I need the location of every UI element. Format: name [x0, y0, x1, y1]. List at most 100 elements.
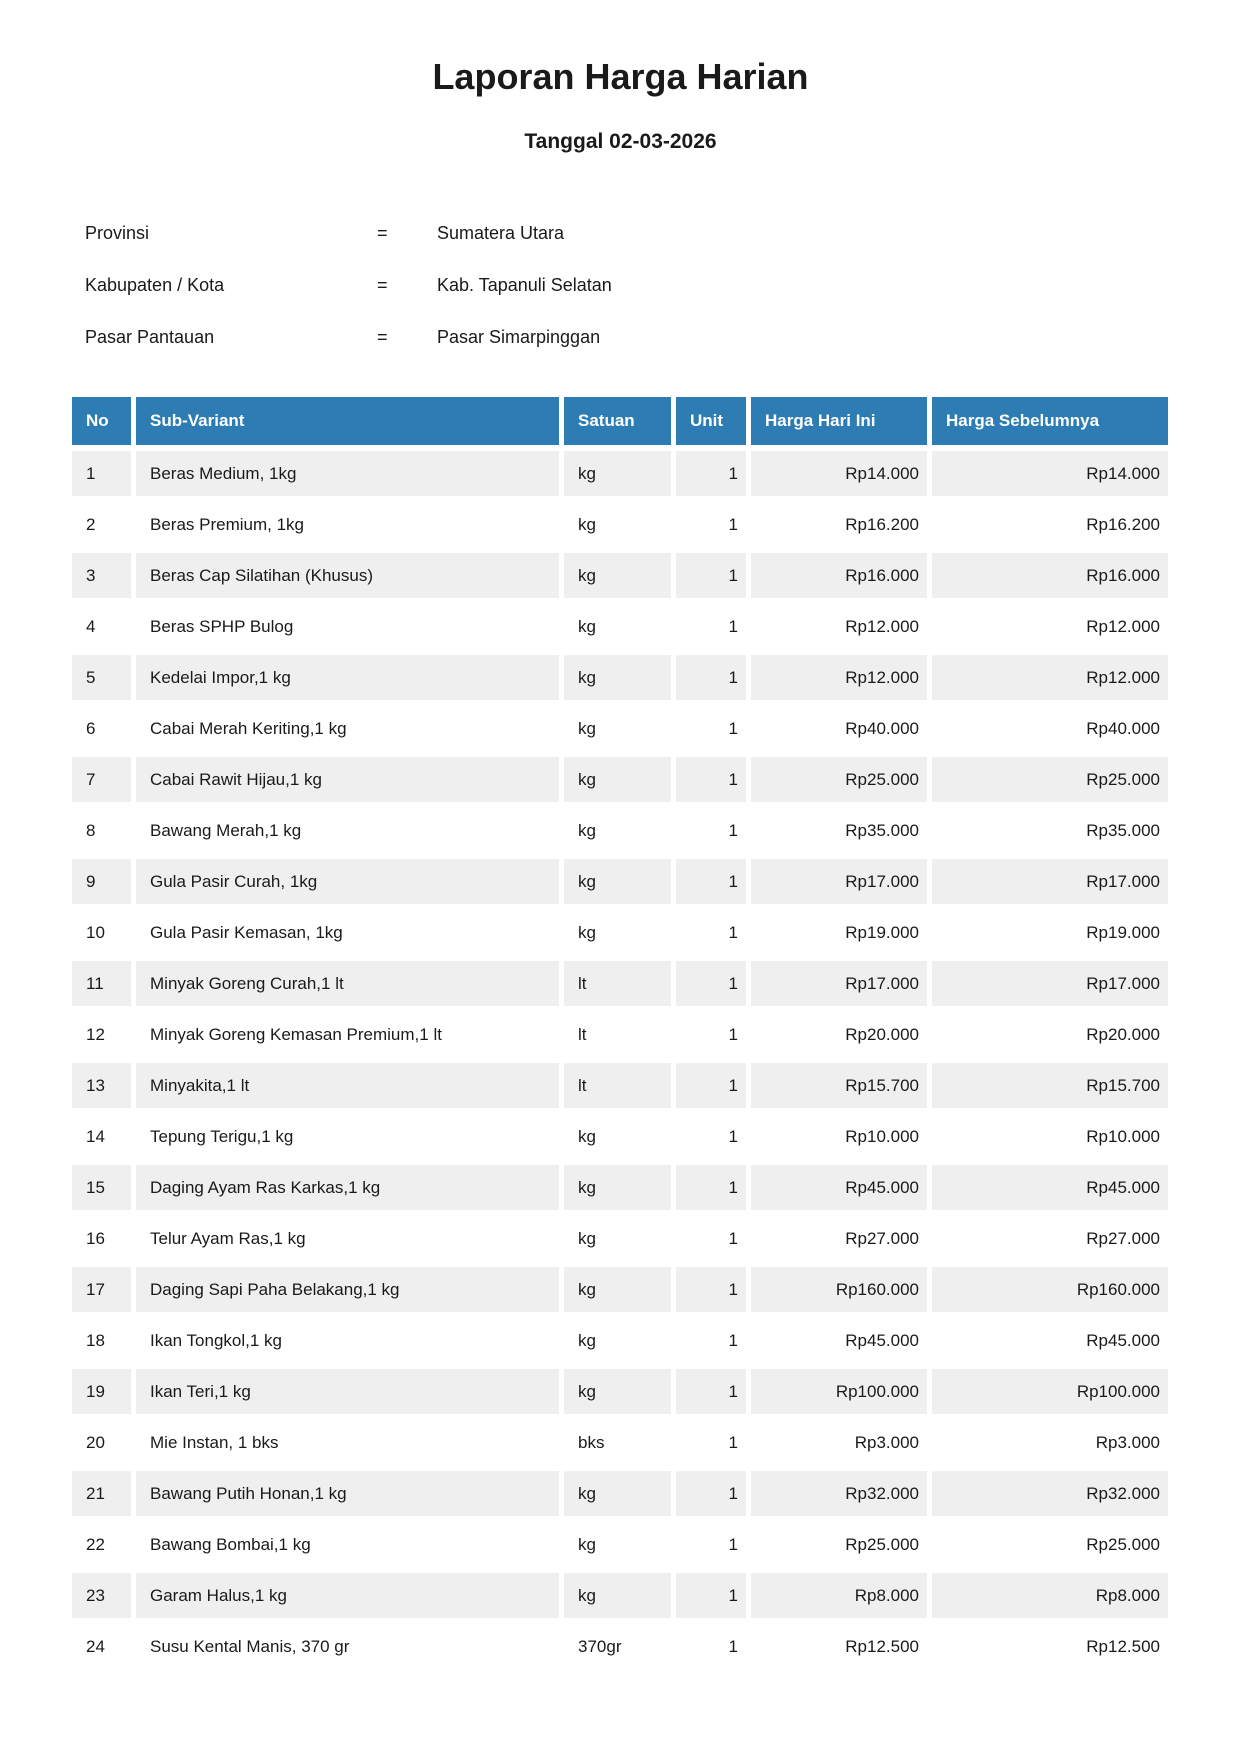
cell-harga-sebelumnya: Rp17.000	[932, 961, 1168, 1006]
table-row: 2 Beras Premium, 1kg kg 1 Rp16.200 Rp16.200	[72, 502, 1168, 547]
table-row: 6 Cabai Merah Keriting,1 kg kg 1 Rp40.000 Rp4…	[72, 706, 1168, 751]
table-row: 11 Minyak Goreng Curah,1 lt lt 1 Rp17.000 Rp1…	[72, 961, 1168, 1006]
cell-harga-hari-ini: Rp19.000	[751, 910, 927, 955]
table-row: 13 Minyakita,1 lt lt 1 Rp15.700 Rp15.700	[72, 1063, 1168, 1108]
cell-unit: 1	[676, 1369, 746, 1414]
cell-no: 16	[72, 1216, 131, 1261]
cell-unit: 1	[676, 553, 746, 598]
cell-harga-sebelumnya: Rp15.700	[932, 1063, 1168, 1108]
cell-subvariant: Telur Ayam Ras,1 kg	[136, 1216, 559, 1261]
table-row: 18 Ikan Tongkol,1 kg kg 1 Rp45.000 Rp45.000	[72, 1318, 1168, 1363]
cell-harga-hari-ini: Rp45.000	[751, 1165, 927, 1210]
cell-no: 24	[72, 1624, 131, 1669]
cell-harga-hari-ini: Rp3.000	[751, 1420, 927, 1465]
cell-no: 21	[72, 1471, 131, 1516]
table-row: 12 Minyak Goreng Kemasan Premium,1 lt lt 1 R…	[72, 1012, 1168, 1057]
cell-satuan: kg	[564, 1471, 671, 1516]
table-row: 9 Gula Pasir Curah, 1kg kg 1 Rp17.000 Rp17.00…	[72, 859, 1168, 904]
cell-unit: 1	[676, 451, 746, 496]
cell-harga-sebelumnya: Rp160.000	[932, 1267, 1168, 1312]
cell-harga-sebelumnya: Rp45.000	[932, 1318, 1168, 1363]
cell-harga-hari-ini: Rp45.000	[751, 1318, 927, 1363]
cell-subvariant: Minyakita,1 lt	[136, 1063, 559, 1108]
price-table-body: 1 Beras Medium, 1kg kg 1 Rp14.000 Rp14.000 2 Be…	[72, 451, 1168, 1669]
cell-subvariant: Susu Kental Manis, 370 gr	[136, 1624, 559, 1669]
cell-harga-hari-ini: Rp17.000	[751, 859, 927, 904]
table-row: 14 Tepung Terigu,1 kg kg 1 Rp10.000 Rp10.000	[72, 1114, 1168, 1159]
cell-subvariant: Cabai Merah Keriting,1 kg	[136, 706, 559, 751]
table-row: 3 Beras Cap Silatihan (Khusus) kg 1 Rp16.000…	[72, 553, 1168, 598]
cell-subvariant: Gula Pasir Curah, 1kg	[136, 859, 559, 904]
cell-no: 9	[72, 859, 131, 904]
cell-subvariant: Minyak Goreng Kemasan Premium,1 lt	[136, 1012, 559, 1057]
cell-no: 1	[72, 451, 131, 496]
cell-harga-hari-ini: Rp12.000	[751, 655, 927, 700]
cell-unit: 1	[676, 655, 746, 700]
cell-satuan: kg	[564, 808, 671, 853]
info-value-provinsi: Sumatera Utara	[437, 222, 565, 243]
cell-satuan: kg	[564, 1165, 671, 1210]
cell-no: 15	[72, 1165, 131, 1210]
cell-harga-sebelumnya: Rp100.000	[932, 1369, 1168, 1414]
cell-unit: 1	[676, 1420, 746, 1465]
cell-satuan: kg	[564, 1318, 671, 1363]
report-date: Tanggal 02-03-2026	[524, 130, 717, 153]
cell-unit: 1	[676, 1522, 746, 1567]
page-title: Laporan Harga Harian	[432, 56, 809, 97]
cell-harga-sebelumnya: Rp25.000	[932, 757, 1168, 802]
table-row: 19 Ikan Teri,1 kg kg 1 Rp100.000 Rp100.000	[72, 1369, 1168, 1414]
info-value-pasar: Pasar Simarpinggan	[437, 326, 601, 347]
cell-no: 23	[72, 1573, 131, 1618]
cell-satuan: kg	[564, 553, 671, 598]
cell-harga-hari-ini: Rp32.000	[751, 1471, 927, 1516]
info-row-kabupaten: Kabupaten / Kota = Kab. Tapanuli Selatan	[85, 259, 612, 311]
cell-harga-sebelumnya: Rp16.200	[932, 502, 1168, 547]
cell-harga-hari-ini: Rp25.000	[751, 1522, 927, 1567]
cell-harga-hari-ini: Rp160.000	[751, 1267, 927, 1312]
cell-harga-sebelumnya: Rp12.500	[932, 1624, 1168, 1669]
cell-unit: 1	[676, 757, 746, 802]
cell-no: 11	[72, 961, 131, 1006]
cell-unit: 1	[676, 1114, 746, 1159]
cell-harga-hari-ini: Rp16.200	[751, 502, 927, 547]
cell-satuan: lt	[564, 1063, 671, 1108]
cell-subvariant: Beras Medium, 1kg	[136, 451, 559, 496]
cell-harga-hari-ini: Rp15.700	[751, 1063, 927, 1108]
cell-subvariant: Cabai Rawit Hijau,1 kg	[136, 757, 559, 802]
table-row: 15 Daging Ayam Ras Karkas,1 kg kg 1 Rp45.000…	[72, 1165, 1168, 1210]
cell-no: 17	[72, 1267, 131, 1312]
table-row: 8 Bawang Merah,1 kg kg 1 Rp35.000 Rp35.000	[72, 808, 1168, 853]
cell-harga-sebelumnya: Rp20.000	[932, 1012, 1168, 1057]
info-row-provinsi: Provinsi = Sumatera Utara	[85, 207, 612, 259]
cell-no: 5	[72, 655, 131, 700]
cell-harga-hari-ini: Rp12.500	[751, 1624, 927, 1669]
cell-satuan: kg	[564, 502, 671, 547]
cell-subvariant: Daging Sapi Paha Belakang,1 kg	[136, 1267, 559, 1312]
cell-unit: 1	[676, 1624, 746, 1669]
cell-no: 22	[72, 1522, 131, 1567]
info-separator: =	[377, 274, 388, 295]
cell-harga-sebelumnya: Rp25.000	[932, 1522, 1168, 1567]
cell-no: 18	[72, 1318, 131, 1363]
cell-subvariant: Ikan Tongkol,1 kg	[136, 1318, 559, 1363]
cell-satuan: kg	[564, 706, 671, 751]
cell-unit: 1	[676, 1471, 746, 1516]
info-label-pasar: Pasar Pantauan	[85, 326, 215, 347]
info-value-kabupaten: Kab. Tapanuli Selatan	[437, 274, 612, 295]
table-row: 5 Kedelai Impor,1 kg kg 1 Rp12.000 Rp12.000	[72, 655, 1168, 700]
table-row: 4 Beras SPHP Bulog kg 1 Rp12.000 Rp12.000	[72, 604, 1168, 649]
cell-subvariant: Daging Ayam Ras Karkas,1 kg	[136, 1165, 559, 1210]
cell-no: 14	[72, 1114, 131, 1159]
cell-subvariant: Bawang Bombai,1 kg	[136, 1522, 559, 1567]
price-table-wrap: No Sub-Variant Satuan Unit Harga Hari In…	[67, 391, 1173, 1675]
cell-harga-sebelumnya: Rp45.000	[932, 1165, 1168, 1210]
cell-harga-hari-ini: Rp27.000	[751, 1216, 927, 1261]
cell-subvariant: Beras Premium, 1kg	[136, 502, 559, 547]
cell-harga-sebelumnya: Rp27.000	[932, 1216, 1168, 1261]
cell-harga-sebelumnya: Rp40.000	[932, 706, 1168, 751]
cell-no: 13	[72, 1063, 131, 1108]
cell-harga-sebelumnya: Rp19.000	[932, 910, 1168, 955]
cell-no: 7	[72, 757, 131, 802]
cell-no: 10	[72, 910, 131, 955]
